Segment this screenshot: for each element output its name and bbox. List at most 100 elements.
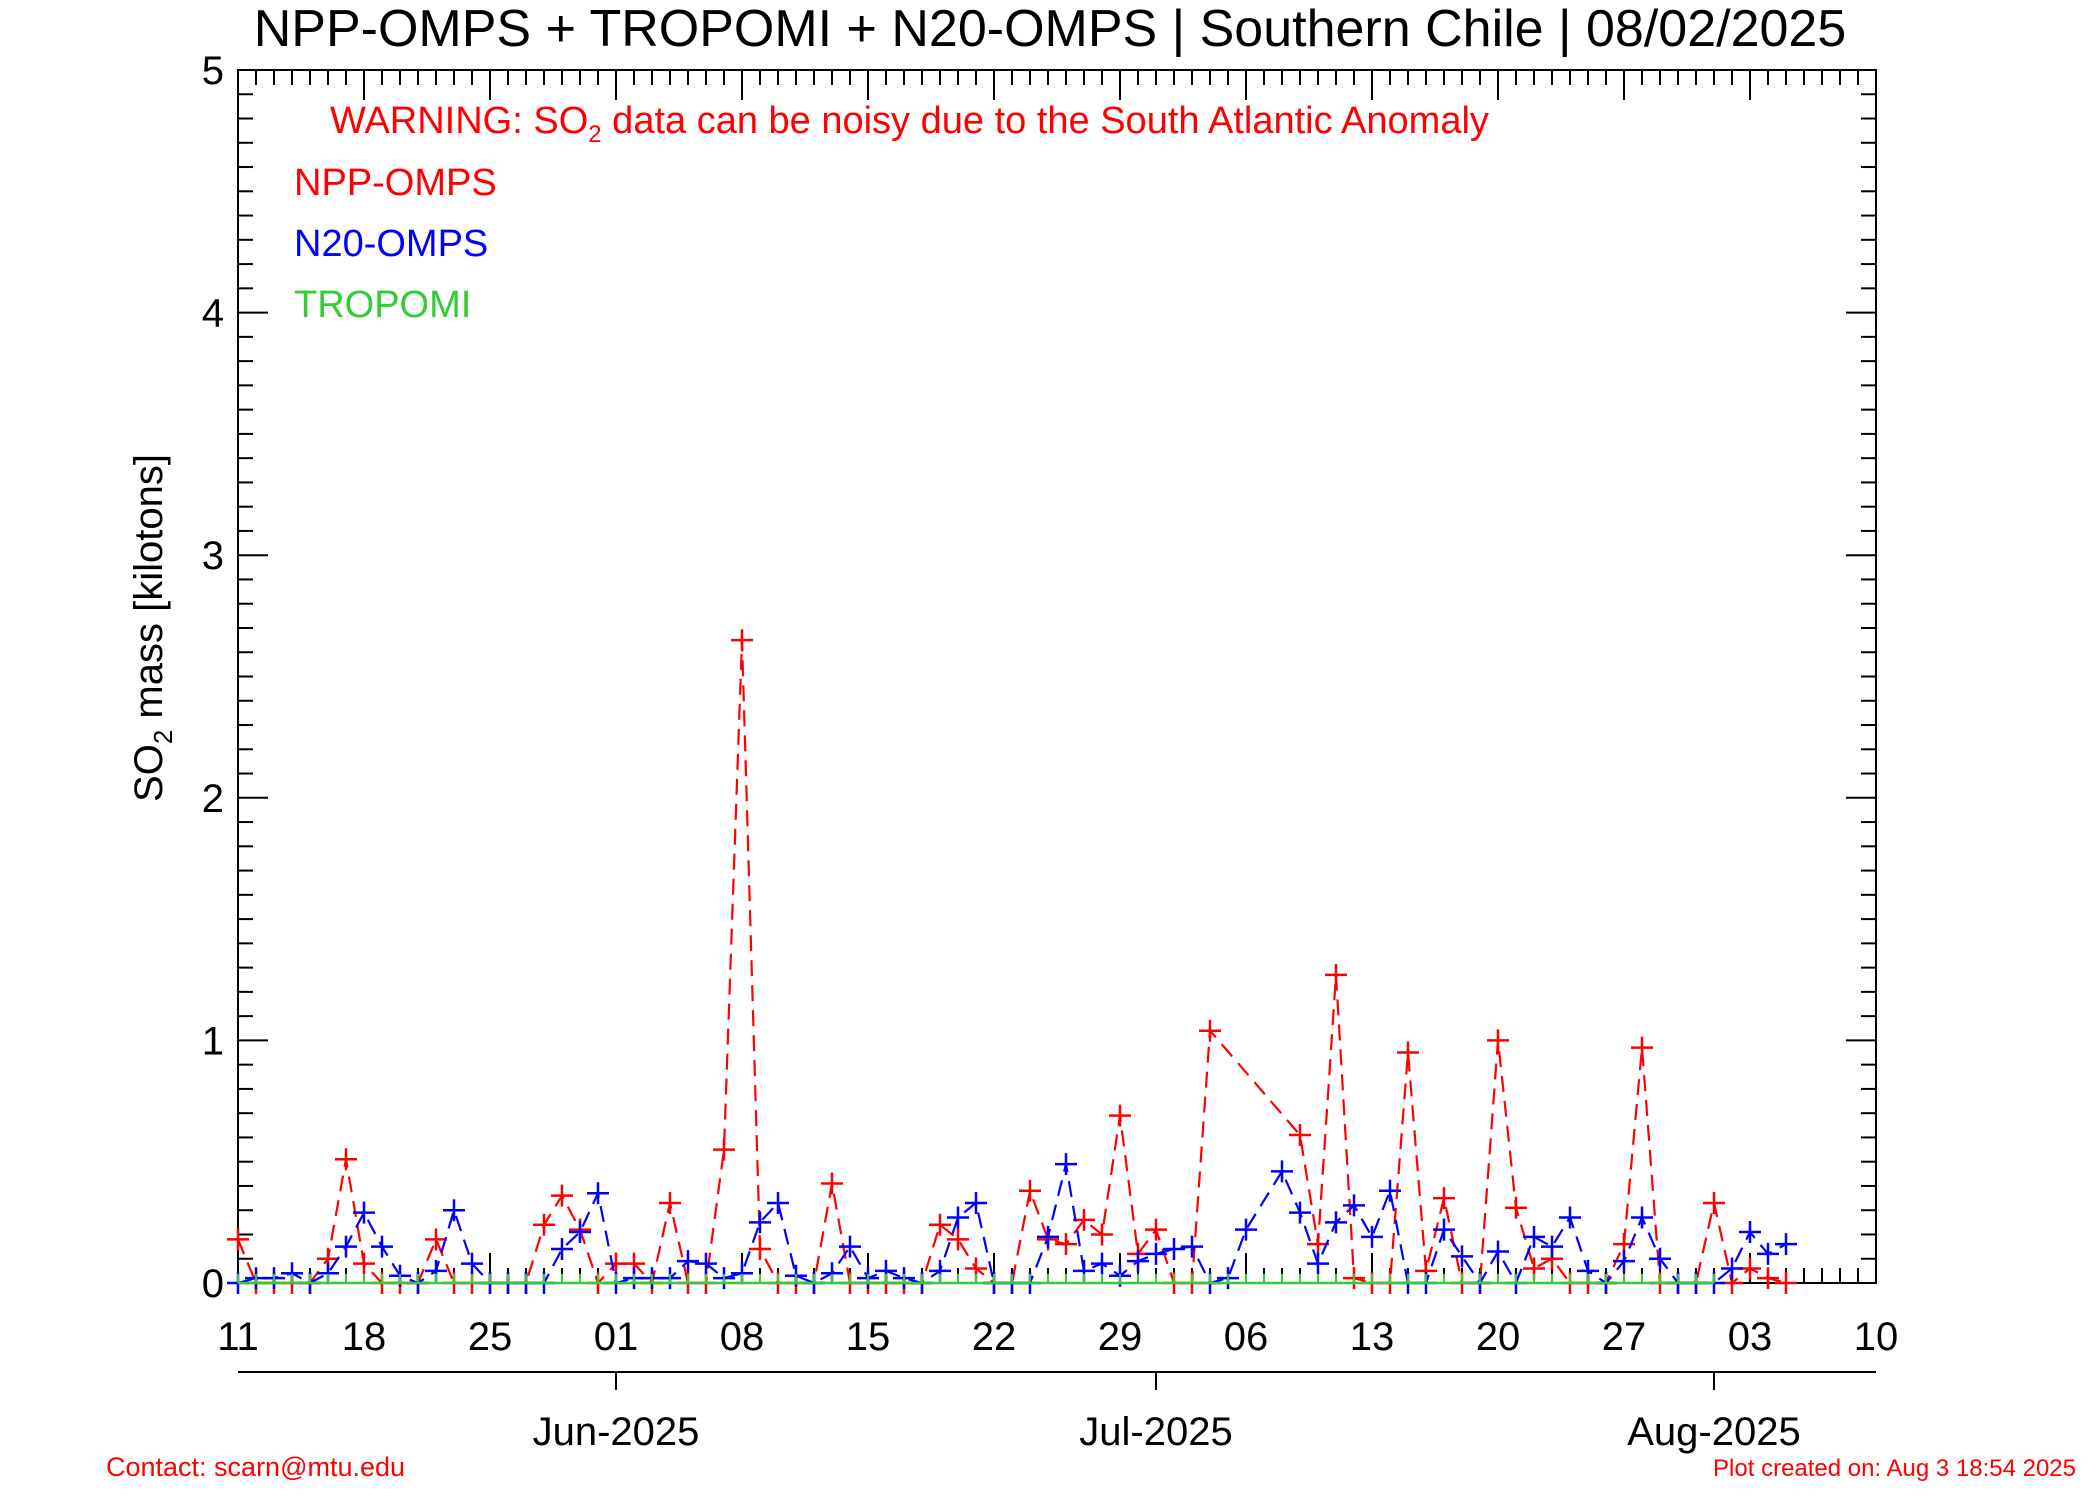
npp-omps-point [659, 1191, 681, 1214]
x-tick-label: 29 [1098, 1315, 1143, 1359]
npp-omps-point [425, 1228, 447, 1251]
npp-omps-point [749, 1238, 771, 1261]
n20-omps-point [1361, 1225, 1383, 1248]
npp-omps-point [821, 1172, 843, 1195]
n20-omps-point [1091, 1252, 1113, 1275]
n20-omps-point [965, 1191, 987, 1214]
n20-omps-point [1379, 1179, 1401, 1202]
n20-omps-point [1757, 1242, 1779, 1265]
npp-omps-line [236, 640, 1787, 1286]
n20-omps-point [371, 1235, 393, 1258]
npp-omps-point [1199, 1019, 1221, 1042]
npp-omps-point [1433, 1187, 1455, 1210]
n20-omps-line [237, 1163, 1787, 1286]
n20-omps-point [1163, 1238, 1185, 1261]
y-tick-labels: 0 1 2 3 4 5 [202, 49, 224, 1306]
n20-omps-point [749, 1211, 771, 1234]
npp-omps-point [713, 1138, 735, 1161]
n20-omps-point [767, 1191, 789, 1214]
npp-omps-point [1775, 1272, 1797, 1294]
month-tick-label: Aug-2025 [1627, 1410, 1800, 1454]
n20-omps-point [587, 1182, 609, 1205]
x-tick-label: 27 [1602, 1315, 1647, 1359]
legend-entry: N20-OMPS [294, 223, 488, 265]
y-tick-label: 5 [202, 49, 224, 93]
n20-omps-point [1235, 1218, 1257, 1241]
n20-omps-point [443, 1199, 465, 1222]
npp-omps-point [1631, 1036, 1653, 1059]
x-tick-label: 10 [1854, 1315, 1899, 1359]
npp-omps-point [1757, 1267, 1779, 1290]
month-tick-label: Jun-2025 [533, 1410, 700, 1454]
n20-omps-point [1325, 1211, 1347, 1234]
y-tick-label: 0 [202, 1262, 224, 1306]
n20-omps-point [1289, 1201, 1311, 1224]
x-tick-labels: 11 18 25 01 08 15 22 29 06 13 20 27 03 10 [217, 1315, 1898, 1359]
x-tick-label: 13 [1350, 1315, 1395, 1359]
npp-omps-point [1109, 1104, 1131, 1127]
npp-omps-point [1073, 1208, 1095, 1231]
x-tick-label: 08 [720, 1315, 765, 1359]
legend-entry: TROPOMI [294, 284, 471, 326]
n20-omps-point [1541, 1235, 1563, 1258]
n20-omps-point [1739, 1221, 1761, 1244]
n20-omps-point [1649, 1247, 1671, 1270]
n20-omps-point [677, 1250, 699, 1273]
x-tick-label: 11 [217, 1315, 259, 1359]
month-axis: Jun-2025 Jul-2025 Aug-2025 [238, 1371, 1876, 1454]
n20-omps-point [1181, 1235, 1203, 1258]
x-tick-label: 06 [1224, 1315, 1269, 1359]
chart-title: NPP-OMPS + TROPOMI + N20-OMPS | Southern… [254, 0, 1847, 58]
y-tick-label: 4 [202, 292, 224, 336]
npp-omps-point [1325, 963, 1347, 986]
n20-omps-point [1271, 1160, 1293, 1183]
n20-omps-point [353, 1201, 375, 1224]
y-tick-label: 3 [202, 534, 224, 578]
npp-omps-point [1019, 1179, 1041, 1202]
x-tick-label: 03 [1728, 1315, 1773, 1359]
n20-omps-point [1559, 1206, 1581, 1229]
n20-omps-point [1037, 1225, 1059, 1248]
n20-omps-point [839, 1235, 861, 1258]
n20-omps-point [1631, 1206, 1653, 1229]
x-tick-label: 25 [468, 1315, 513, 1359]
n20-omps-point [1343, 1194, 1365, 1217]
npp-omps-point [1397, 1041, 1419, 1064]
n20-omps-point [1433, 1218, 1455, 1241]
x-tick-label: 01 [594, 1315, 639, 1359]
plot-created-text: Plot created on: Aug 3 18:54 2025 [1713, 1455, 2076, 1482]
npp-omps-point [1703, 1191, 1725, 1214]
n20-omps-point [1613, 1250, 1635, 1273]
npp-omps-point [353, 1252, 375, 1275]
npp-omps-point [335, 1148, 357, 1171]
npp-omps-point [1145, 1218, 1167, 1241]
n20-omps-point [569, 1221, 591, 1244]
npp-omps-point [551, 1184, 573, 1207]
y-tick-label: 2 [202, 777, 224, 821]
npp-omps-point [1289, 1124, 1311, 1147]
n20-omps-point [1775, 1233, 1797, 1256]
npp-omps-point [1091, 1223, 1113, 1246]
npp-omps-point [1505, 1196, 1527, 1219]
n20-omps-point [1523, 1225, 1545, 1248]
n20-omps-point [1307, 1252, 1329, 1275]
n20-omps-point [1055, 1153, 1077, 1176]
n20-omps-point [461, 1252, 483, 1275]
n20-omps-point [335, 1235, 357, 1258]
x-tick-label: 20 [1476, 1315, 1521, 1359]
n20-omps-point [1721, 1257, 1743, 1280]
npp-omps-point [227, 1228, 249, 1251]
npp-omps-point [533, 1213, 555, 1236]
warning-text: WARNING: SO2 data can be noisy due to th… [330, 100, 1489, 148]
x-tick-label: 15 [846, 1315, 891, 1359]
n20-omps-point [947, 1206, 969, 1229]
month-tick-label: Jul-2025 [1079, 1410, 1232, 1454]
npp-omps-point [1055, 1233, 1077, 1256]
contact-text: Contact: scarn@mtu.edu [106, 1452, 405, 1482]
series-layer [227, 629, 1797, 1294]
npp-omps-point [1487, 1029, 1509, 1052]
n20-omps-point [1145, 1242, 1167, 1265]
n20-omps-point [1487, 1240, 1509, 1263]
x-tick-label: 18 [342, 1315, 387, 1359]
